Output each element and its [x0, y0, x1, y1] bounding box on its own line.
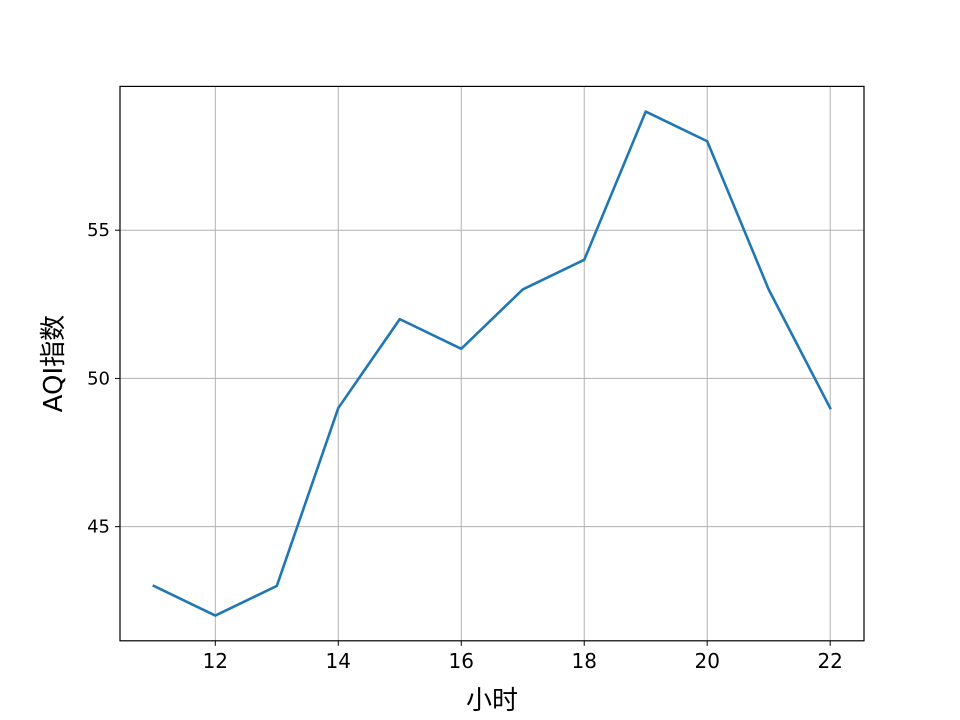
- y-axis-label: AQI指数: [39, 315, 69, 412]
- x-tick-label: 16: [449, 649, 474, 673]
- y-tick-label: 45: [87, 517, 110, 538]
- x-axis-ticks: 12 14 16 18 20 22: [203, 640, 843, 673]
- x-axis-label: 小时: [466, 686, 518, 716]
- x-tick-label: 12: [203, 649, 228, 673]
- x-tick-label: 20: [694, 649, 719, 673]
- grid-lines: [120, 86, 864, 641]
- x-tick-label: 22: [817, 649, 842, 673]
- x-tick-label: 18: [572, 649, 597, 673]
- x-tick-label: 14: [326, 649, 351, 673]
- series-line: [152, 110, 832, 617]
- series-lines: [152, 110, 832, 617]
- y-tick-label: 50: [87, 368, 110, 389]
- plot-frame: [119, 85, 865, 642]
- y-tick-label: 55: [87, 220, 110, 241]
- y-axis-ticks: 45 50 55: [87, 220, 120, 538]
